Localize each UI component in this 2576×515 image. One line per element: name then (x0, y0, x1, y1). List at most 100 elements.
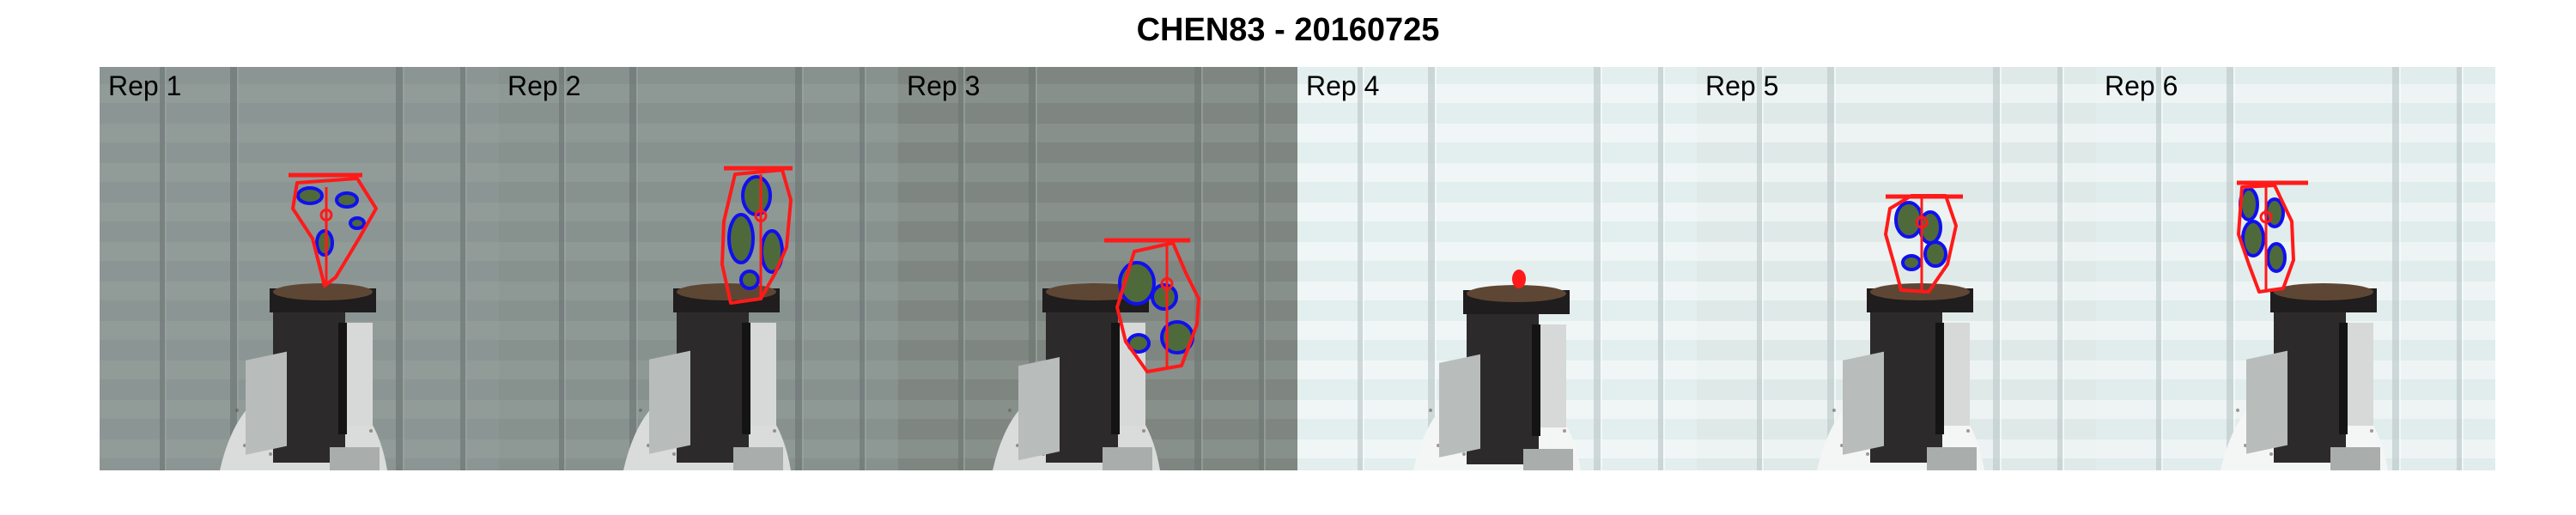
post-highlight (636, 67, 638, 470)
center-marker (1160, 277, 1174, 290)
post-highlight (1201, 67, 1203, 470)
soil-speck (2370, 429, 2373, 433)
holder-tab (1018, 357, 1060, 461)
chamber-post (795, 67, 802, 470)
holder-tab (1843, 351, 1884, 455)
post-highlight (1601, 67, 1602, 470)
light-band (1297, 163, 1697, 182)
light-band (499, 242, 898, 261)
light-band (2096, 203, 2495, 221)
chamber-post (629, 67, 636, 470)
light-band (100, 163, 499, 182)
light-band (2096, 163, 2495, 182)
chamber-post (860, 67, 865, 470)
soil-speck (235, 409, 239, 412)
image-strip: Rep 1 Rep 2 Rep 3 Rep 4 Rep 5 Rep 6 (100, 67, 2495, 470)
chamber-post (160, 67, 165, 470)
pot-side (338, 323, 347, 434)
holder-tab (1927, 447, 1977, 470)
chamber-post (1594, 67, 1601, 470)
post-highlight (165, 67, 167, 470)
plant-photo-rep-3 (898, 67, 1297, 470)
post-highlight (2399, 67, 2401, 470)
chamber-post (1259, 67, 1264, 470)
chamber-post (1757, 67, 1762, 470)
post-highlight (2233, 67, 2235, 470)
chamber-post (1658, 67, 1663, 470)
center-marker (754, 209, 768, 222)
panel-rep-6: Rep 6 (2096, 67, 2495, 470)
leaf-outline (296, 186, 324, 205)
chamber-post (2457, 67, 2462, 470)
leaf-outline (2266, 242, 2287, 273)
post-highlight (1264, 67, 1266, 470)
chamber-post (1993, 67, 2000, 470)
holder-tab (733, 447, 783, 470)
pot-soil (273, 283, 373, 300)
pot-soil (1467, 285, 1566, 302)
pot-label (1942, 323, 1970, 426)
soil-speck (1142, 429, 1145, 433)
light-band (1297, 203, 1697, 221)
chamber-post (396, 67, 403, 470)
leaf-outline (335, 191, 359, 209)
post-highlight (564, 67, 566, 470)
panel-rep-2: Rep 2 (499, 67, 898, 470)
pot-side (1111, 323, 1120, 434)
post-highlight (403, 67, 404, 470)
chamber-post (2156, 67, 2161, 470)
pot-soil (2274, 283, 2373, 300)
soil-speck (639, 409, 642, 412)
post-highlight (963, 67, 965, 470)
rep-label: Rep 2 (507, 70, 581, 101)
soil-speck (2269, 452, 2273, 456)
holder-tab (2330, 447, 2380, 470)
light-band (1697, 124, 2096, 142)
holder-tab (649, 350, 690, 454)
holder-tab (330, 447, 380, 470)
leaf-outline (727, 213, 755, 264)
light-band (100, 124, 499, 142)
pot-label (1539, 324, 1566, 427)
convex-hull (291, 177, 378, 288)
post-highlight (802, 67, 804, 470)
chamber-post (1194, 67, 1201, 470)
soil-speck (1462, 452, 1466, 456)
convex-hull (2237, 184, 2295, 294)
pot-side (2339, 323, 2348, 434)
chamber-post (460, 67, 465, 470)
center-marker (2259, 210, 2273, 224)
light-band (499, 163, 898, 182)
rep-label: Rep 5 (1705, 70, 1779, 101)
pot-label (345, 323, 373, 426)
light-band (2096, 124, 2495, 142)
light-band (499, 203, 898, 221)
panel-rep-4: Rep 4 (1297, 67, 1697, 470)
post-highlight (465, 67, 467, 470)
leaf-outline (1151, 283, 1178, 311)
soil-speck (1866, 452, 1869, 456)
light-band (100, 242, 499, 261)
chamber-post (2227, 67, 2233, 470)
soil-speck (1563, 429, 1566, 433)
plant-photo-rep-2 (499, 67, 898, 470)
light-band (1697, 242, 2096, 261)
post-highlight (1363, 67, 1364, 470)
panel-rep-3: Rep 3 (898, 67, 1297, 470)
post-highlight (1834, 67, 1836, 470)
chamber-post (230, 67, 237, 470)
leaf-outline (1901, 254, 1922, 271)
light-band (898, 163, 1297, 182)
convex-hull (1115, 241, 1200, 373)
holder-tab (1103, 447, 1152, 470)
leaf-outline (741, 175, 772, 216)
convex-hull (720, 168, 793, 305)
post-highlight (865, 67, 866, 470)
holder-tab (1523, 449, 1573, 470)
panel-rep-5: Rep 5 (1697, 67, 2096, 470)
soil-speck (1429, 409, 1432, 412)
light-band (898, 124, 1297, 142)
post-highlight (2462, 67, 2464, 470)
soil-speck (1008, 409, 1012, 412)
rep-label: Rep 1 (108, 70, 182, 101)
